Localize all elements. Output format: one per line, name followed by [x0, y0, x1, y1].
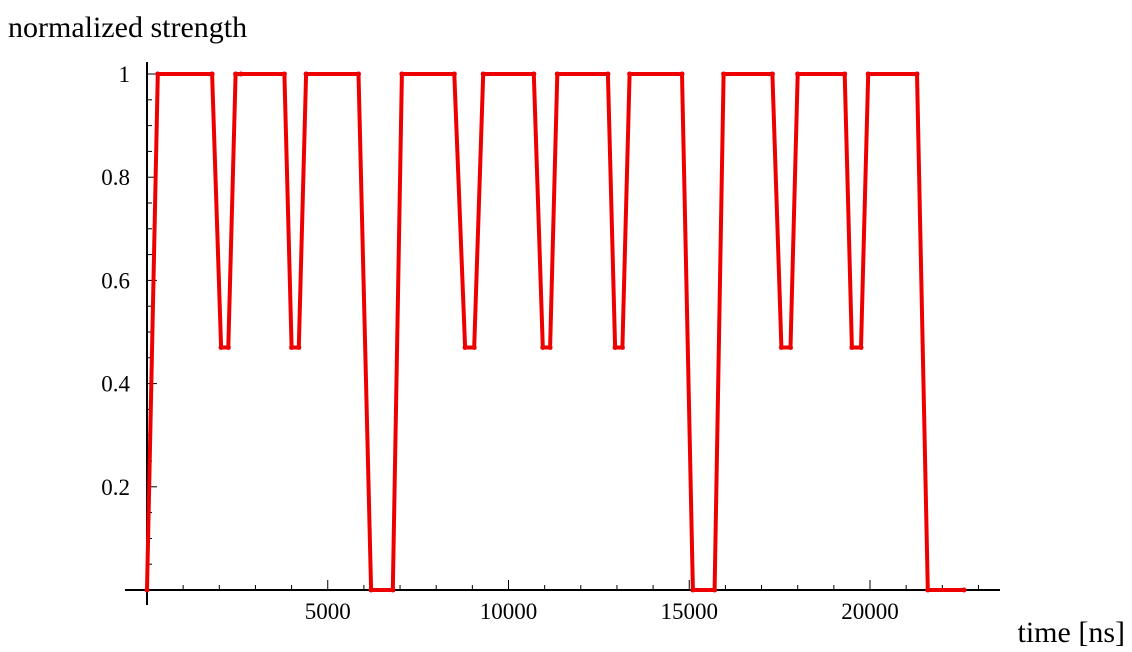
data-point	[627, 71, 633, 77]
x-tick-label: 15000	[661, 599, 719, 624]
x-tick-label: 20000	[841, 599, 899, 624]
data-point	[209, 71, 215, 77]
data-point	[858, 345, 864, 350]
series-line	[145, 72, 964, 592]
data-point	[788, 345, 793, 350]
y-tick-label: 0.8	[101, 165, 130, 190]
data-point	[281, 71, 287, 77]
data-point	[225, 345, 231, 350]
data-point	[296, 345, 302, 350]
x-axis-title: time [ns]	[1018, 616, 1125, 649]
data-point	[679, 71, 685, 77]
data-point	[619, 345, 625, 350]
axes	[125, 62, 1000, 605]
data-point	[399, 71, 405, 77]
labels: 5000 10000 15000 20000 0.2 0.4 0.6 0.8 1 normaliz…	[8, 11, 1125, 649]
data-point	[778, 345, 784, 350]
data-point	[961, 587, 967, 593]
data-point	[462, 345, 468, 350]
data-point	[480, 71, 486, 77]
data-point	[547, 345, 553, 350]
data-point	[795, 71, 801, 77]
y-tick-label: 0.4	[101, 372, 130, 397]
data-point	[925, 587, 931, 593]
ticks	[147, 73, 979, 590]
y-tick-label: 0.6	[101, 268, 130, 293]
series-layer	[144, 71, 967, 593]
data-point	[605, 71, 611, 77]
data-point	[849, 345, 855, 350]
y-axis-title: normalized strength	[8, 11, 247, 44]
data-point	[233, 71, 239, 77]
data-point	[218, 345, 224, 350]
x-tick-label: 5000	[305, 599, 351, 624]
data-point	[554, 71, 560, 77]
data-point	[540, 345, 546, 350]
data-point	[712, 587, 718, 593]
data-point	[356, 71, 361, 77]
data-point	[144, 587, 150, 593]
data-point	[769, 71, 775, 77]
data-point	[390, 587, 396, 593]
y-tick-label: 1	[119, 62, 131, 87]
data-point	[155, 71, 161, 77]
data-point	[842, 71, 848, 77]
data-point	[865, 71, 871, 77]
data-point	[303, 71, 309, 77]
x-tick-label: 10000	[480, 599, 538, 624]
data-point	[471, 345, 477, 350]
data-point	[451, 71, 457, 77]
y-tick-label: 0.2	[101, 475, 130, 500]
data-point	[289, 345, 295, 350]
data-point	[690, 587, 696, 593]
data-point	[914, 71, 920, 77]
data-point	[721, 71, 727, 77]
data-point	[612, 345, 618, 350]
data-point	[368, 587, 374, 593]
data-point	[238, 71, 244, 77]
data-point	[531, 71, 537, 77]
